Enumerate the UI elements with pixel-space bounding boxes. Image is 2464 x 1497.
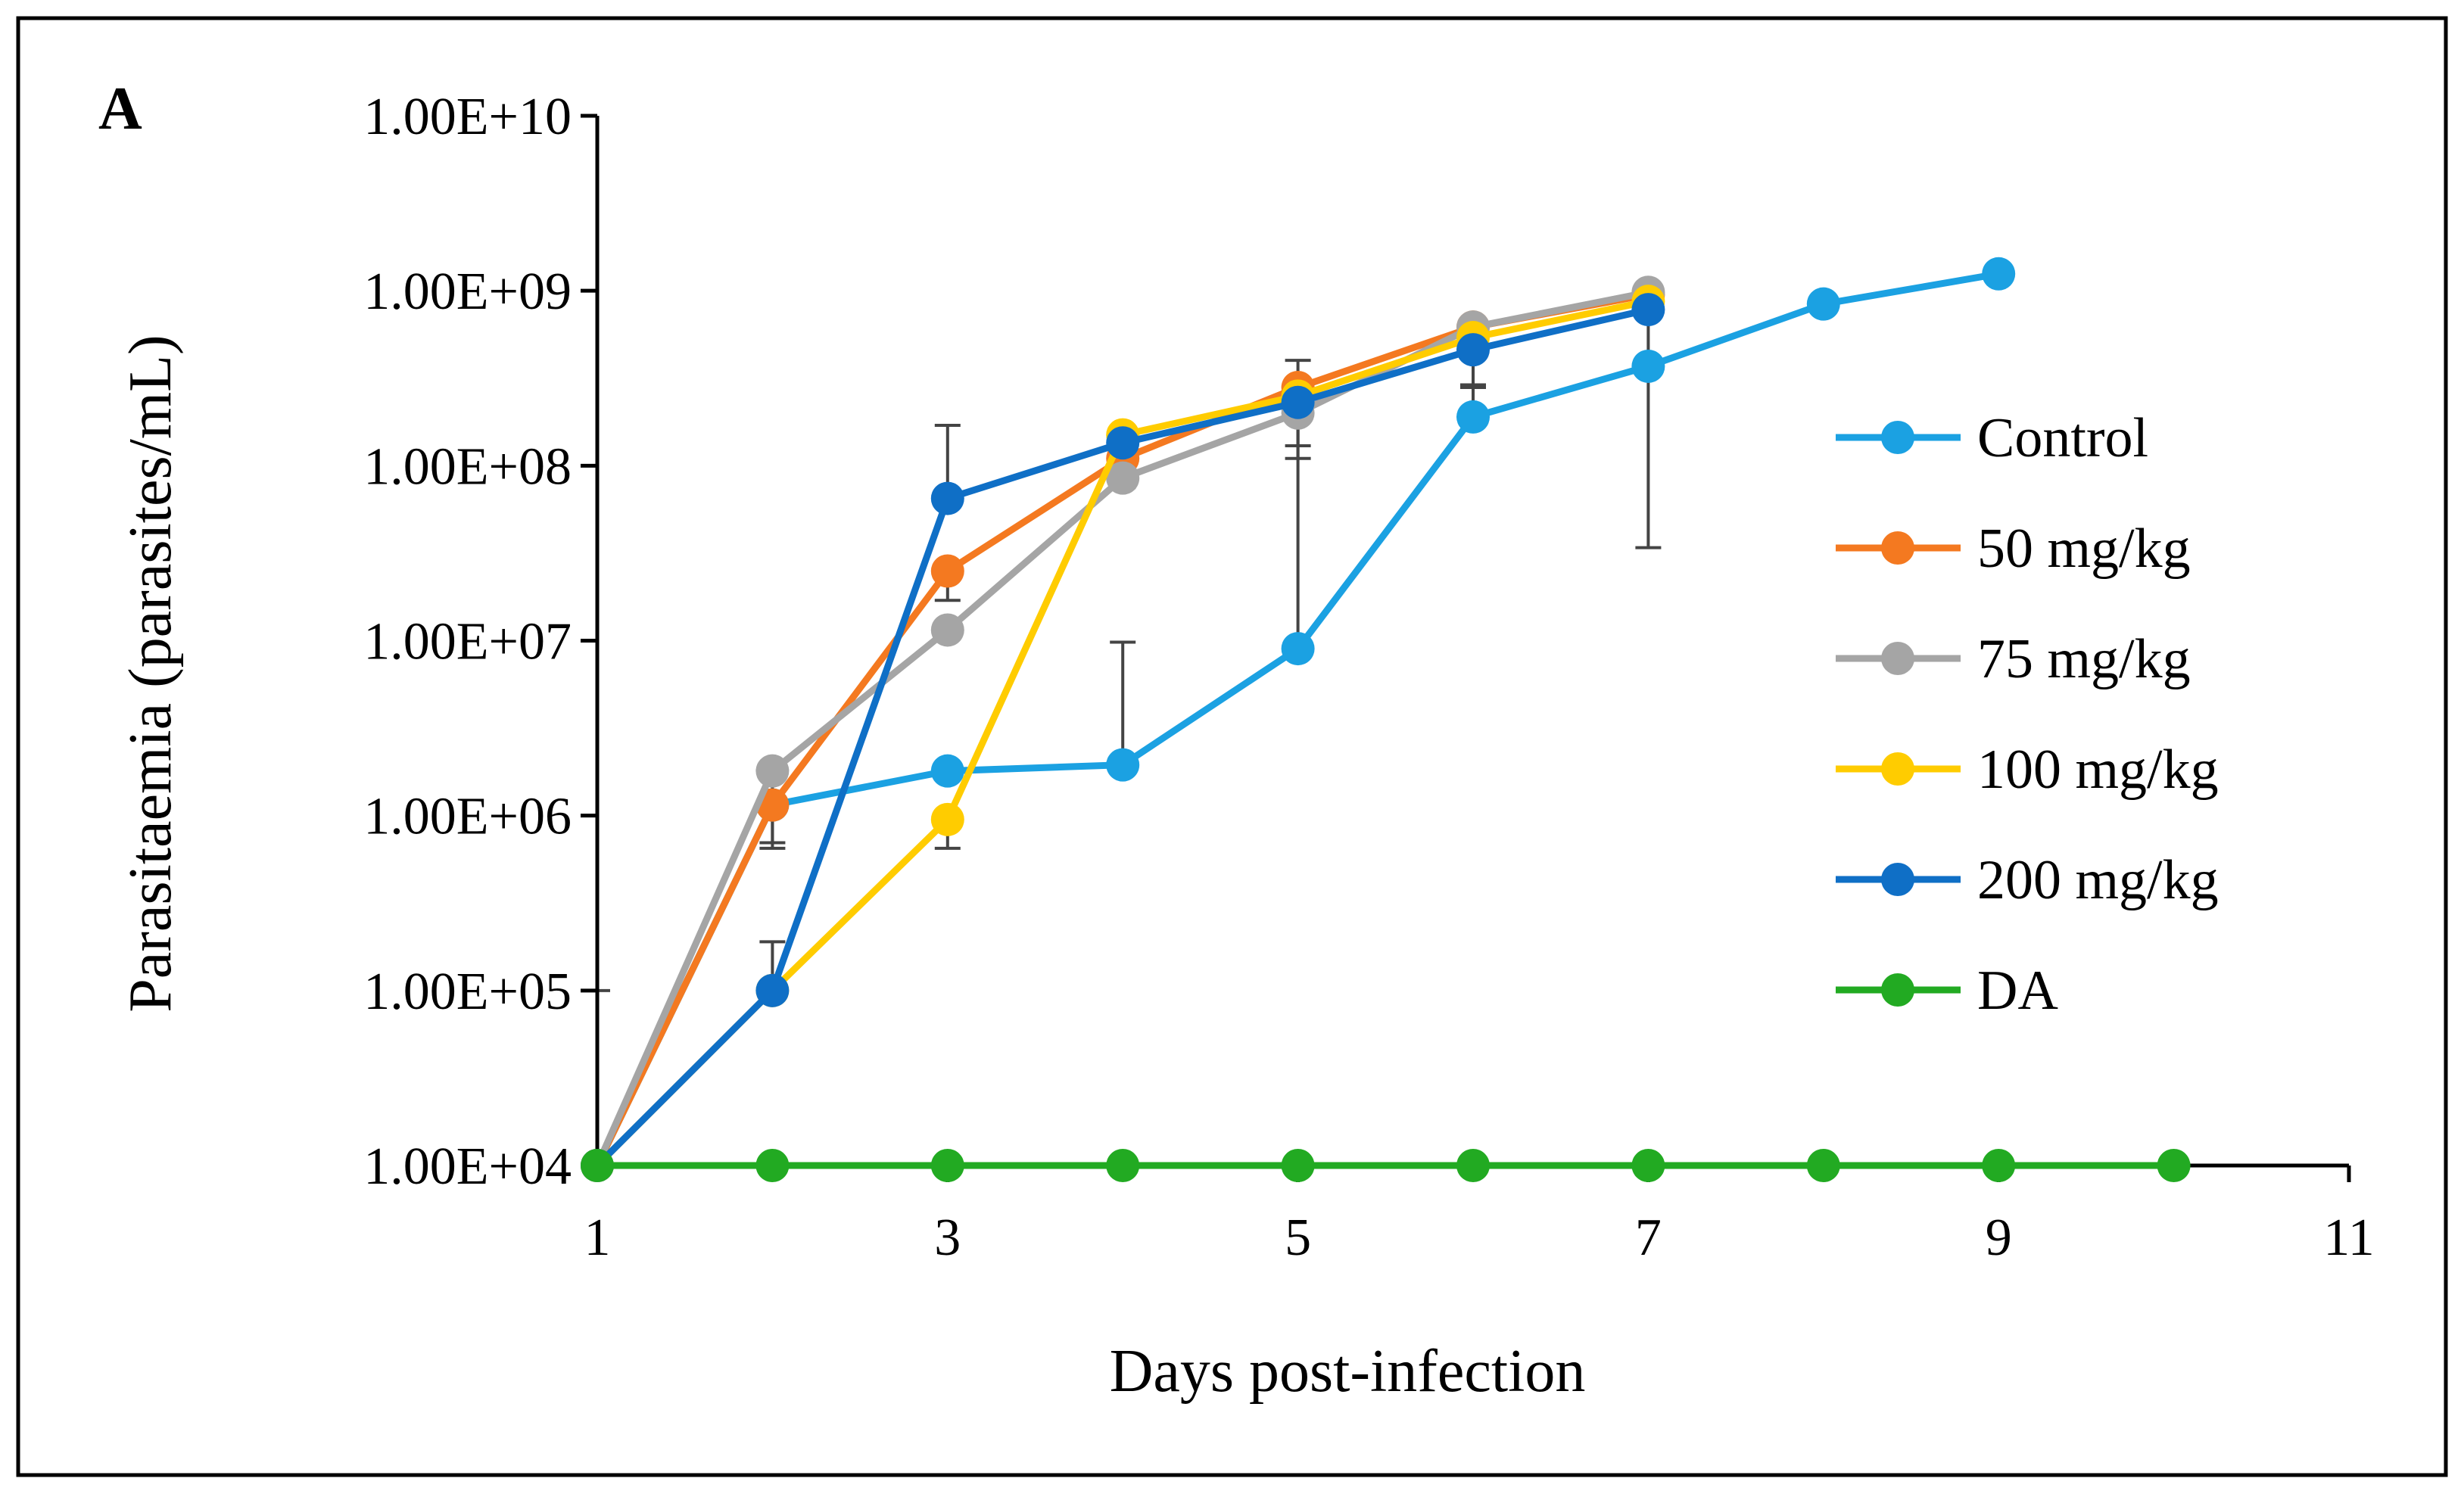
data-point-control — [1631, 349, 1665, 383]
y-tick-label: 1.00E+07 — [363, 613, 572, 671]
data-point-da — [1106, 1149, 1140, 1182]
legend-swatch-marker — [1881, 752, 1914, 786]
legend-item-control: Control — [1836, 407, 2148, 469]
legend-label: DA — [1977, 960, 2058, 1022]
legend-item-50-mg-kg: 50 mg/kg — [1836, 518, 2191, 580]
data-point-control — [1456, 400, 1490, 434]
y-tick-label: 1.00E+09 — [363, 263, 572, 321]
panel-label: A — [98, 76, 142, 142]
legend-item-75-mg-kg: 75 mg/kg — [1836, 628, 2191, 690]
legend-swatch-marker — [1881, 642, 1914, 675]
y-tick-label: 1.00E+10 — [363, 88, 572, 146]
legend-label: 75 mg/kg — [1977, 628, 2191, 690]
data-point-75-mg-kg — [930, 613, 964, 647]
data-point-da — [1631, 1149, 1665, 1182]
legend-label: Control — [1977, 407, 2148, 469]
y-tick-label: 1.00E+08 — [363, 437, 572, 496]
x-axis-title: Days post-infection — [1110, 1338, 1586, 1405]
data-point-200-mg-kg — [1106, 426, 1140, 460]
data-point-da — [581, 1149, 614, 1182]
legend-swatch-marker — [1881, 973, 1914, 1007]
legend-label: 200 mg/kg — [1977, 849, 2219, 911]
x-tick-label: 9 — [1986, 1209, 2012, 1267]
data-point-200-mg-kg — [1281, 385, 1315, 419]
legend-swatch-marker — [1881, 421, 1914, 454]
data-point-da — [755, 1149, 790, 1182]
legend-item-da: DA — [1836, 960, 2058, 1022]
data-point-200-mg-kg — [1631, 293, 1665, 327]
x-tick-label: 1 — [584, 1209, 611, 1267]
x-tick-label: 7 — [1635, 1209, 1662, 1267]
y-tick-label: 1.00E+05 — [363, 963, 572, 1021]
data-point-da — [930, 1149, 964, 1182]
data-point-da — [1982, 1149, 2016, 1182]
series-layer — [581, 257, 2191, 1182]
data-point-200-mg-kg — [755, 973, 790, 1007]
data-point-control — [1982, 257, 2016, 291]
legend-item-200-mg-kg: 200 mg/kg — [1836, 849, 2219, 911]
data-point-da — [1806, 1149, 1840, 1182]
data-point-da — [1281, 1149, 1315, 1182]
legend-label: 100 mg/kg — [1977, 739, 2219, 801]
data-point-75-mg-kg — [1106, 461, 1140, 495]
legend-item-100-mg-kg: 100 mg/kg — [1836, 739, 2219, 801]
y-axis-ticks: 1.00E+04 1.00E+05 1.00E+06 1.00E+07 1.00E+08… — [363, 88, 597, 1196]
x-axis-ticks: 1 3 5 7 9 11 — [584, 1166, 2375, 1267]
series-da — [581, 1149, 2191, 1182]
data-point-da — [2157, 1149, 2191, 1182]
data-point-75-mg-kg — [755, 754, 790, 788]
x-tick-label: 11 — [2323, 1209, 2374, 1267]
legend: Control 50 mg/kg 75 mg/kg 100 mg/kg 200 mg/k… — [1836, 407, 2219, 1022]
x-tick-label: 5 — [1285, 1209, 1311, 1267]
y-axis-title: Parasitaemia (parasites/mL) — [117, 335, 184, 1012]
x-tick-label: 3 — [934, 1209, 961, 1267]
legend-label: 50 mg/kg — [1977, 518, 2191, 580]
data-point-control — [1281, 632, 1315, 666]
data-point-control — [1106, 748, 1140, 782]
chart-border — [16, 16, 2448, 1477]
data-point-50-mg-kg — [930, 554, 964, 588]
data-point-control — [1806, 287, 1840, 321]
y-tick-label: 1.00E+06 — [363, 788, 572, 846]
data-point-da — [1456, 1149, 1490, 1182]
y-tick-label: 1.00E+04 — [363, 1138, 572, 1196]
legend-swatch-marker — [1881, 863, 1914, 896]
data-point-control — [930, 754, 964, 788]
legend-swatch-marker — [1881, 531, 1914, 565]
data-point-100-mg-kg — [930, 802, 964, 836]
data-point-200-mg-kg — [1456, 333, 1490, 367]
data-point-200-mg-kg — [930, 481, 964, 515]
